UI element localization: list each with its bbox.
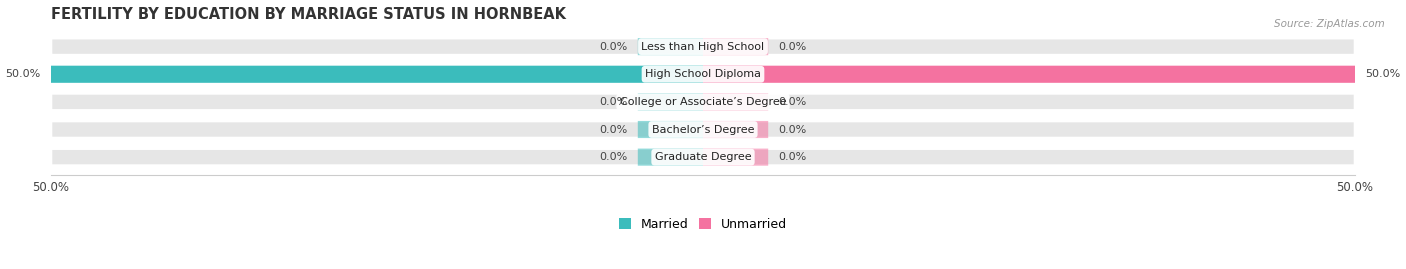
Text: Source: ZipAtlas.com: Source: ZipAtlas.com bbox=[1274, 19, 1385, 29]
Text: Less than High School: Less than High School bbox=[641, 42, 765, 52]
FancyBboxPatch shape bbox=[703, 148, 768, 166]
Text: FERTILITY BY EDUCATION BY MARRIAGE STATUS IN HORNBEAK: FERTILITY BY EDUCATION BY MARRIAGE STATU… bbox=[51, 7, 565, 22]
Text: 0.0%: 0.0% bbox=[779, 125, 807, 134]
FancyBboxPatch shape bbox=[51, 121, 1355, 138]
Text: 50.0%: 50.0% bbox=[1365, 69, 1400, 79]
FancyBboxPatch shape bbox=[638, 121, 703, 138]
FancyBboxPatch shape bbox=[51, 66, 1355, 83]
FancyBboxPatch shape bbox=[703, 38, 768, 55]
FancyBboxPatch shape bbox=[703, 93, 768, 111]
Text: Bachelor’s Degree: Bachelor’s Degree bbox=[652, 125, 754, 134]
Text: 0.0%: 0.0% bbox=[779, 152, 807, 162]
Text: 0.0%: 0.0% bbox=[599, 97, 627, 107]
Text: 0.0%: 0.0% bbox=[779, 97, 807, 107]
Text: 0.0%: 0.0% bbox=[599, 42, 627, 52]
Text: College or Associate’s Degree: College or Associate’s Degree bbox=[620, 97, 786, 107]
FancyBboxPatch shape bbox=[638, 93, 703, 111]
Text: 0.0%: 0.0% bbox=[599, 152, 627, 162]
FancyBboxPatch shape bbox=[638, 148, 703, 166]
FancyBboxPatch shape bbox=[703, 121, 768, 138]
Text: High School Diploma: High School Diploma bbox=[645, 69, 761, 79]
Legend: Married, Unmarried: Married, Unmarried bbox=[614, 214, 792, 235]
Text: Graduate Degree: Graduate Degree bbox=[655, 152, 751, 162]
Text: 0.0%: 0.0% bbox=[779, 42, 807, 52]
Text: 0.0%: 0.0% bbox=[599, 125, 627, 134]
FancyBboxPatch shape bbox=[51, 93, 1355, 111]
FancyBboxPatch shape bbox=[51, 66, 703, 83]
FancyBboxPatch shape bbox=[51, 38, 1355, 55]
FancyBboxPatch shape bbox=[703, 66, 1355, 83]
Text: 50.0%: 50.0% bbox=[6, 69, 41, 79]
FancyBboxPatch shape bbox=[51, 148, 1355, 166]
FancyBboxPatch shape bbox=[638, 38, 703, 55]
